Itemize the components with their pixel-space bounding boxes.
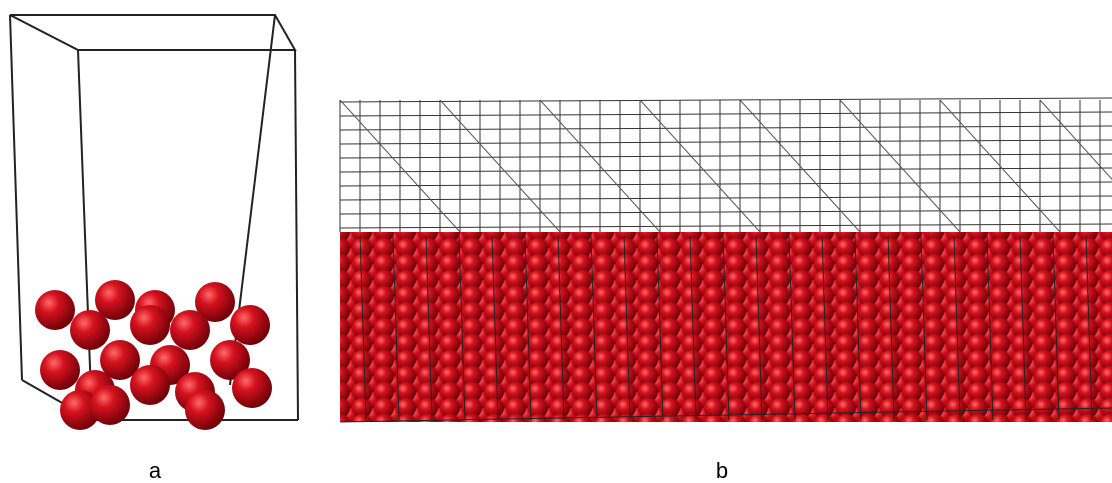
cell-line (340, 98, 1112, 102)
atom (185, 390, 225, 430)
atom (232, 368, 272, 408)
cell-line (340, 154, 1112, 158)
atom (90, 385, 130, 425)
cell-line (340, 196, 1112, 200)
grid-b (340, 98, 1112, 232)
cell-line (340, 182, 1112, 186)
atom (70, 310, 110, 350)
cell-line (340, 168, 1112, 172)
atom (170, 310, 210, 350)
figure: a b (0, 0, 1112, 483)
cell-line (1040, 100, 1112, 232)
atoms-a (35, 280, 272, 430)
cell-edge (10, 15, 22, 380)
panel-label: a (149, 458, 162, 483)
cell-top (10, 15, 295, 50)
cell-line (340, 126, 1112, 130)
panel-label: b (716, 458, 728, 483)
cell-line (340, 210, 1112, 214)
cell-edge (295, 50, 298, 420)
atom (40, 350, 80, 390)
atom (35, 290, 75, 330)
atom (130, 305, 170, 345)
cell-line (340, 140, 1112, 144)
cell-edge (78, 50, 92, 420)
atom (230, 305, 270, 345)
atom (130, 365, 170, 405)
cell-line (340, 112, 1112, 116)
